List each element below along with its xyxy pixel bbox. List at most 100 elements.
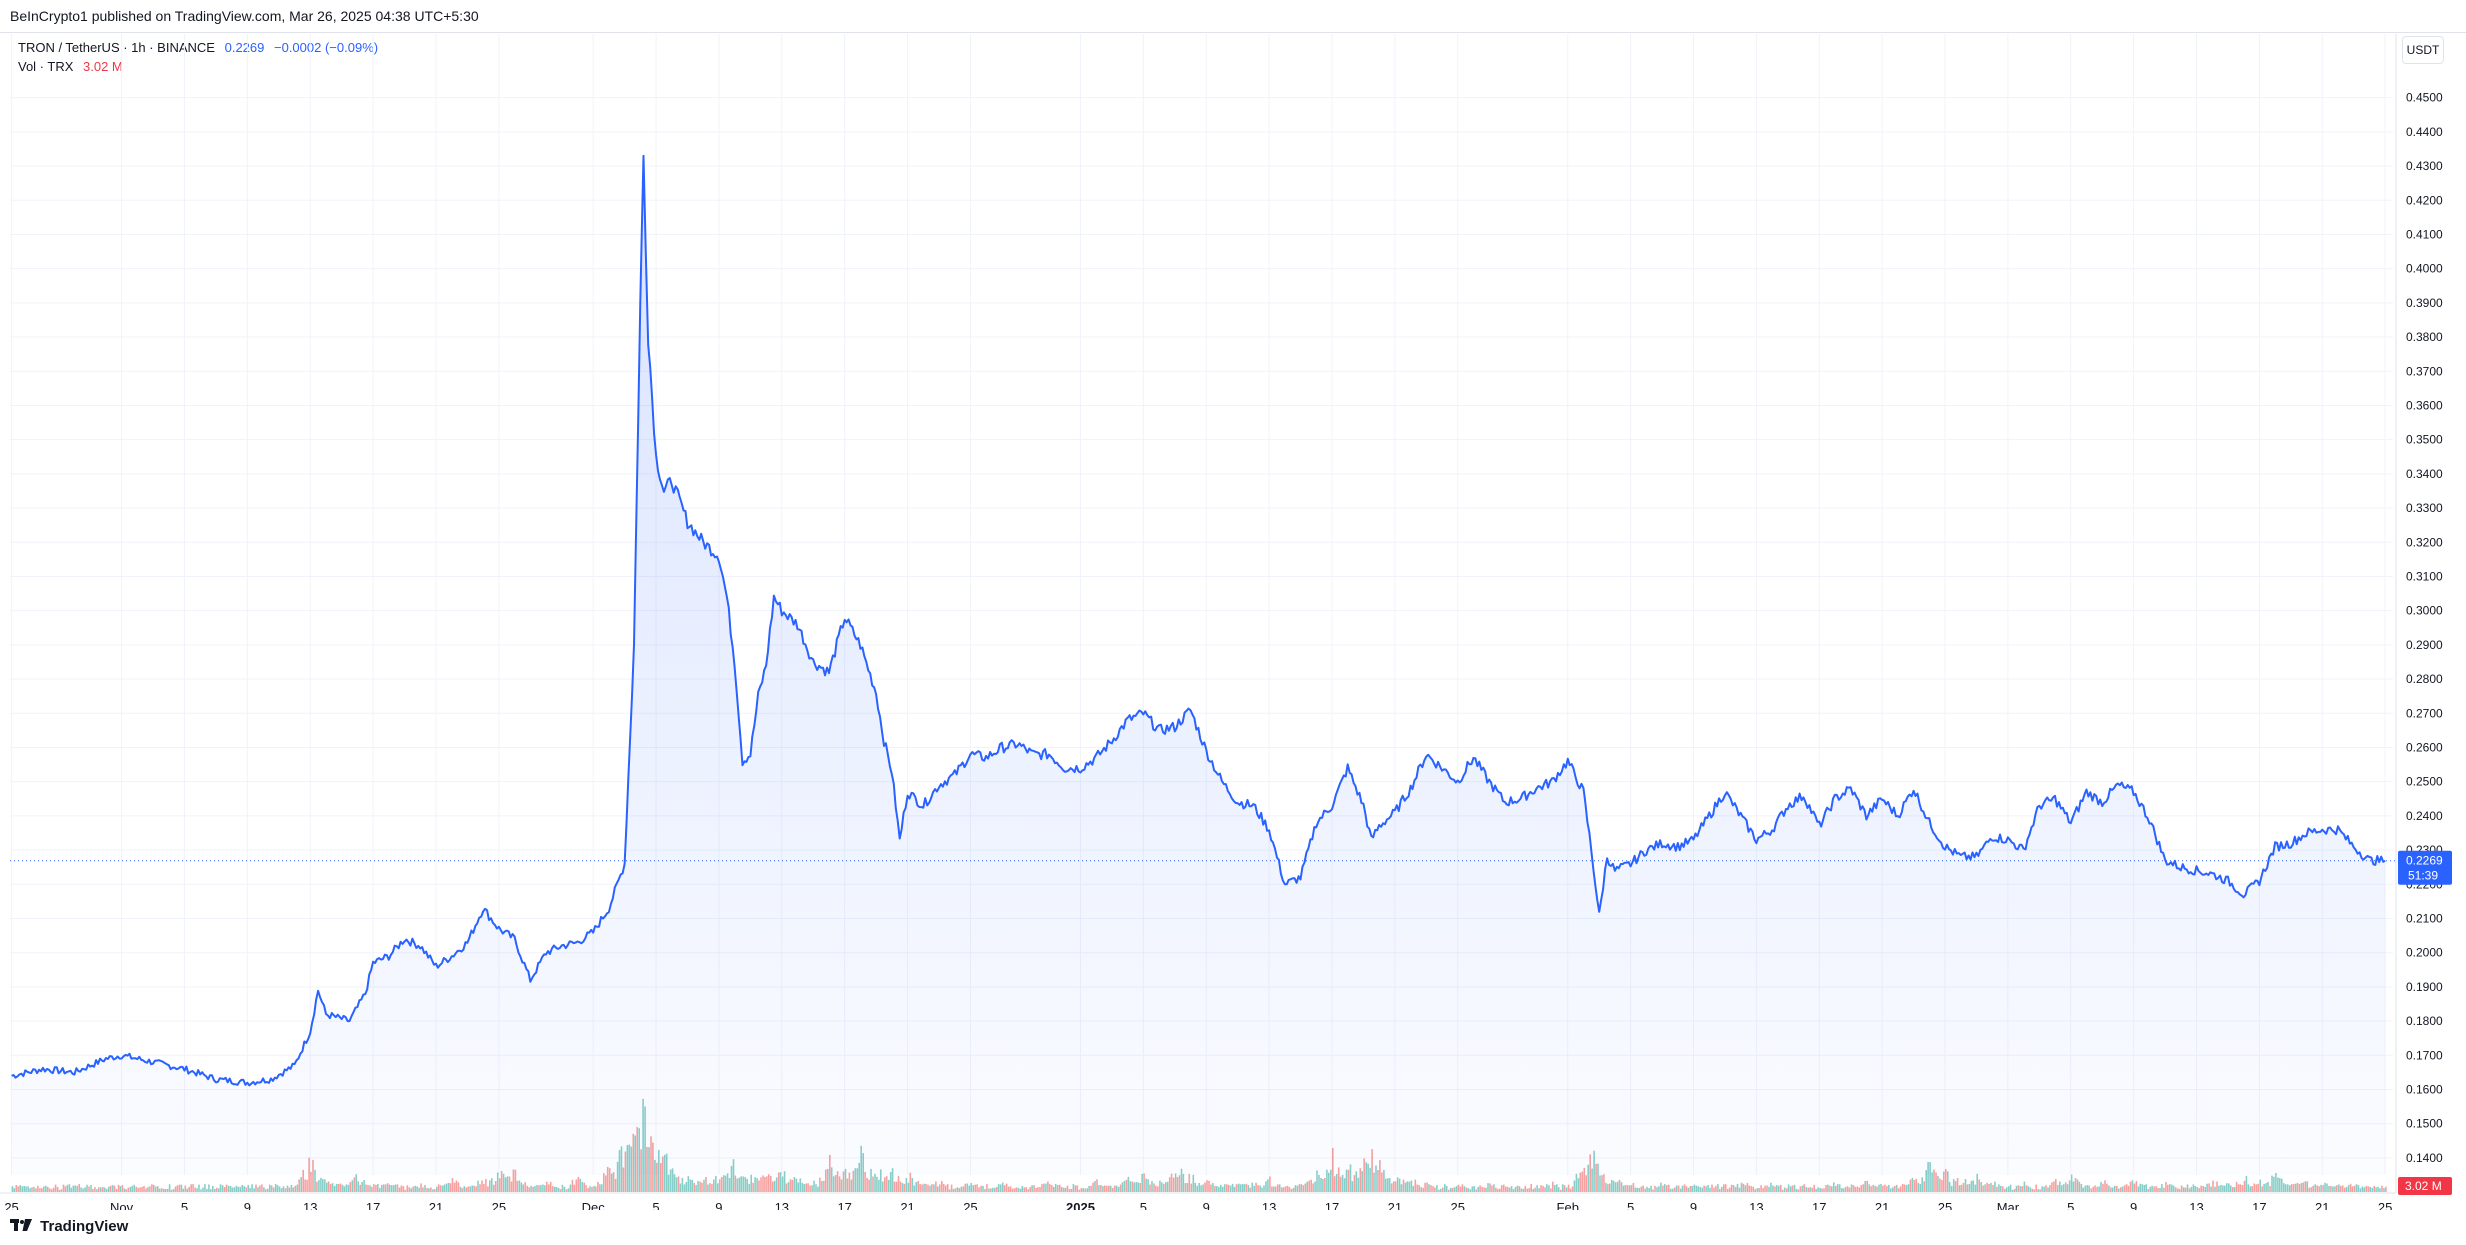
volume-bar (2298, 1184, 2301, 1192)
volume-bar (221, 1185, 224, 1192)
time-axis[interactable]: 25 Nov 5 9 13 17 21 25 Dec 5 9 13 17 21 25 2025 5 9 13 17 21… (4, 1200, 2392, 1210)
volume-bar (157, 1186, 159, 1192)
volume-bar (1929, 1162, 1931, 1192)
volume-bar (2328, 1186, 2330, 1192)
volume-bar (1182, 1173, 1185, 1192)
volume-bar (1829, 1185, 1831, 1192)
volume-bar (874, 1173, 876, 1192)
volume-bar (937, 1186, 939, 1192)
volume-bar (567, 1188, 570, 1192)
volume-bar (1011, 1188, 1014, 1192)
volume-bar (2336, 1185, 2338, 1192)
volume-bar (103, 1187, 106, 1192)
volume-bar (1237, 1183, 1240, 1192)
volume-bar (1827, 1184, 1829, 1192)
volume-bar (565, 1189, 568, 1192)
volume-bar (1738, 1187, 1741, 1192)
volume-bar (1298, 1184, 1301, 1192)
volume-bar (2092, 1186, 2094, 1192)
volume-bar (2381, 1185, 2383, 1192)
volume-bar (2155, 1186, 2157, 1192)
volume-bar (212, 1185, 214, 1192)
volume-bar (1603, 1174, 1605, 1192)
legend-symbol[interactable]: TRON / TetherUS · 1h · BINANCE (18, 40, 215, 55)
volume-bar (1723, 1184, 1725, 1192)
volume-bar (713, 1179, 715, 1192)
volume-bar (868, 1179, 870, 1192)
volume-bar (689, 1179, 692, 1192)
volume-bar (1471, 1186, 1474, 1192)
volume-bar (117, 1184, 120, 1192)
volume-bar (1801, 1185, 1804, 1192)
volume-bar (907, 1182, 910, 1192)
volume-bar (88, 1186, 90, 1192)
volume-bar (353, 1177, 356, 1192)
volume-bar (891, 1168, 894, 1192)
volume-bar (1982, 1185, 1984, 1192)
volume-bar (1886, 1186, 1888, 1192)
volume-bar (1220, 1184, 1222, 1192)
volume-bar (174, 1186, 177, 1192)
volume-bar (1127, 1176, 1130, 1192)
volume-bar (1948, 1181, 1951, 1192)
volume-bar (1310, 1179, 1312, 1192)
time-tick-label: 25 (4, 1200, 18, 1210)
volume-bar (956, 1187, 959, 1192)
volume-bar (2135, 1181, 2138, 1192)
volume-bar (1689, 1186, 1692, 1192)
volume-bar (764, 1176, 766, 1192)
volume-bar (1007, 1186, 1010, 1192)
volume-bar (1538, 1188, 1540, 1192)
tradingview-footer[interactable]: TradingView (10, 1218, 128, 1235)
price-axis[interactable]: 0.1400 0.1500 0.1600 0.1700 0.1800 0.1900 0.20… (2406, 91, 2443, 1165)
volume-bar (2239, 1184, 2242, 1192)
volume-bar (2271, 1175, 2273, 1192)
volume-bar (1302, 1185, 1305, 1192)
volume-bar (1575, 1173, 1578, 1192)
volume-bar (1390, 1183, 1393, 1192)
volume-bar (1990, 1182, 1992, 1192)
volume-bar (1811, 1187, 1813, 1192)
legend-volume-value: 3.02 M (83, 59, 123, 74)
price-tick-label: 0.1800 (2406, 1014, 2443, 1028)
volume-bar (1265, 1181, 1267, 1192)
volume-bar (1669, 1188, 1672, 1192)
volume-bar (691, 1179, 693, 1192)
volume-bar (852, 1170, 855, 1192)
volume-bar (46, 1186, 49, 1192)
volume-bar (1866, 1180, 1868, 1192)
volume-bar (166, 1188, 169, 1192)
volume-bar (2086, 1185, 2089, 1192)
legend-volume-label[interactable]: Vol · TRX (18, 59, 74, 74)
volume-bar (885, 1176, 888, 1192)
volume-bar (2257, 1183, 2259, 1192)
volume-bar (2157, 1187, 2159, 1192)
volume-bar (864, 1172, 866, 1192)
volume-bar (1381, 1172, 1383, 1192)
volume-bar (671, 1168, 674, 1192)
volume-bar (946, 1184, 949, 1192)
price-chart[interactable]: 0.1400 0.1500 0.1600 0.1700 0.1800 0.1900 0.20… (0, 0, 2466, 1210)
volume-bar (2184, 1187, 2187, 1192)
volume-bar (1288, 1187, 1291, 1192)
volume-bar (980, 1185, 982, 1192)
volume-bar (373, 1184, 375, 1192)
price-tick-label: 0.3600 (2406, 398, 2443, 412)
volume-bar (1131, 1181, 1134, 1192)
volume-bar (2165, 1181, 2167, 1192)
volume-bar (1693, 1184, 1696, 1192)
volume-bar (2243, 1180, 2246, 1192)
volume-bar (1194, 1182, 1196, 1192)
volume-bar (701, 1182, 703, 1192)
volume-bar (2304, 1181, 2307, 1192)
time-tick-label: 17 (837, 1200, 851, 1210)
volume-bar (1994, 1181, 1996, 1192)
currency-unit-button[interactable]: USDT (2402, 36, 2444, 64)
volume-bar (1088, 1185, 1090, 1192)
volume-bar (1980, 1182, 1982, 1192)
volume-bar (1015, 1187, 1018, 1192)
volume-bar (1108, 1185, 1110, 1192)
volume-bar (1728, 1187, 1731, 1192)
volume-bar (2377, 1186, 2379, 1192)
volume-bar (542, 1184, 544, 1192)
